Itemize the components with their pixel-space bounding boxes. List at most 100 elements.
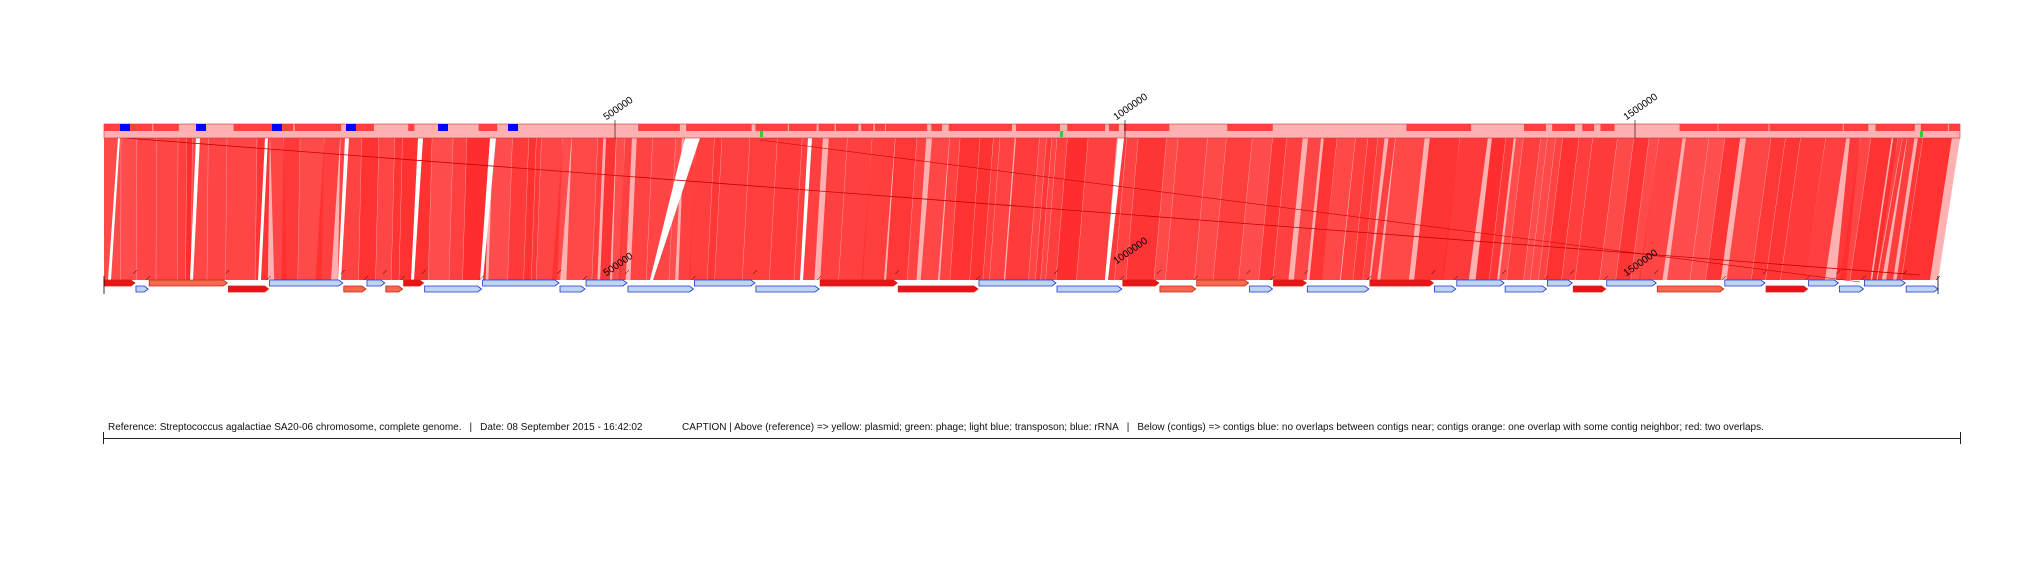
match-gap xyxy=(650,138,700,280)
match-ribbon xyxy=(1322,138,1356,280)
match-ribbon xyxy=(1414,138,1460,280)
contig-label-stub xyxy=(691,275,696,281)
contig-label-stub xyxy=(975,275,981,281)
match-ribbon xyxy=(1272,138,1303,280)
ref-segment xyxy=(408,124,415,131)
caption-separator-2: | xyxy=(1126,422,1130,433)
contig-label-stub xyxy=(582,275,588,281)
ref-segment xyxy=(1524,124,1546,131)
contig-arrow xyxy=(694,279,756,287)
contig-arrow xyxy=(227,285,270,293)
phage-block xyxy=(1060,131,1063,137)
match-ribbon xyxy=(391,138,403,280)
contig-label-stub xyxy=(1156,269,1162,275)
match-ribbon xyxy=(630,138,653,280)
contig-label-stub xyxy=(266,275,271,281)
rrna-block xyxy=(196,124,206,131)
caption-rule-right-cap xyxy=(1960,432,1961,444)
contig-label-stub xyxy=(225,269,230,275)
contig-arrow xyxy=(424,285,483,293)
contig-label-stub xyxy=(1836,269,1841,275)
contig-label-stub xyxy=(146,275,151,281)
ref-segment xyxy=(1552,124,1575,131)
match-ribbon xyxy=(950,138,980,280)
match-ribbon xyxy=(600,138,617,280)
match-ribbon xyxy=(1575,138,1618,280)
contig-arrow xyxy=(343,285,367,293)
contig-arrow xyxy=(1456,279,1505,287)
match-ribbon xyxy=(531,138,542,280)
ref-segment xyxy=(1769,124,1825,131)
match-ribbon xyxy=(156,138,178,280)
contig-arrow xyxy=(1196,279,1250,287)
contig-arrow xyxy=(366,279,386,287)
match-ribbon xyxy=(1599,138,1634,280)
match-ribbon xyxy=(983,138,1000,280)
match-gap xyxy=(480,138,496,280)
contig-arrow xyxy=(1606,279,1657,287)
ref-segment xyxy=(1227,124,1273,131)
match-ribbon xyxy=(488,138,513,280)
contig-arrow xyxy=(482,279,560,287)
match-gap xyxy=(108,138,120,280)
reference-track xyxy=(103,120,1961,139)
ref-segment xyxy=(1875,124,1915,131)
contig-label-stub xyxy=(479,275,484,281)
contig-arrow xyxy=(755,285,820,293)
ref-segment xyxy=(948,124,1012,131)
contig-arrow xyxy=(403,279,425,287)
contig-arrow xyxy=(1369,279,1435,287)
match-ribbon xyxy=(1154,138,1178,280)
caption-legend-above: CAPTION | Above (reference) => yellow: p… xyxy=(682,422,1119,433)
match-ribbon xyxy=(185,138,193,280)
contig-arrow xyxy=(1547,279,1573,287)
ref-segment xyxy=(755,124,788,131)
ref-segment xyxy=(1582,124,1595,131)
alignment-matches xyxy=(104,137,1960,283)
contig-arrow xyxy=(559,285,586,293)
match-ribbon xyxy=(1530,138,1556,280)
contig-label-stub xyxy=(816,275,822,281)
rrna-block xyxy=(272,124,282,131)
match-ribbon xyxy=(297,138,325,280)
match-ribbon xyxy=(1901,138,1952,280)
contig-label-stub xyxy=(1861,275,1866,281)
ref-segment xyxy=(861,124,874,131)
contig-label-stub xyxy=(1762,269,1768,275)
caption-separator: | xyxy=(469,422,473,433)
match-ribbon xyxy=(1872,138,1903,280)
match-ribbon xyxy=(1780,138,1826,280)
caption: Reference: Streptococcus agalactiae SA20… xyxy=(108,422,1764,433)
match-ribbon xyxy=(714,138,750,280)
match-ribbon xyxy=(886,138,917,280)
match-ribbon xyxy=(1538,138,1563,280)
match-ribbon xyxy=(1705,138,1741,280)
match-ribbon xyxy=(1035,138,1052,280)
contig-arrow xyxy=(1905,285,1939,293)
match-gap xyxy=(1105,138,1124,280)
match-ribbon xyxy=(1499,138,1524,280)
phage-block xyxy=(760,131,763,137)
contig-arrow xyxy=(269,279,344,287)
match-ribbon xyxy=(1040,138,1057,280)
contig-label-stub xyxy=(382,269,387,275)
match-ribbon xyxy=(449,138,467,280)
contig-label-stub xyxy=(1366,275,1372,281)
match-ribbon xyxy=(769,138,803,280)
contig-label-stub xyxy=(1270,275,1275,281)
match-ribbon xyxy=(1165,138,1208,280)
contig-arrow xyxy=(135,285,149,293)
match-ribbon xyxy=(1194,138,1227,280)
match-ribbon xyxy=(1804,138,1847,280)
ref-segment xyxy=(153,124,179,131)
match-ribbon xyxy=(1877,138,1908,280)
contig-label-stub xyxy=(1501,269,1507,275)
crossing-line xyxy=(124,137,1921,276)
ref-segment xyxy=(1067,124,1106,131)
ref-segment xyxy=(686,124,752,131)
contig-arrow xyxy=(1808,279,1840,287)
rrna-block xyxy=(438,124,448,131)
contig-label-stub xyxy=(1805,275,1810,281)
match-ribbon xyxy=(523,138,537,280)
